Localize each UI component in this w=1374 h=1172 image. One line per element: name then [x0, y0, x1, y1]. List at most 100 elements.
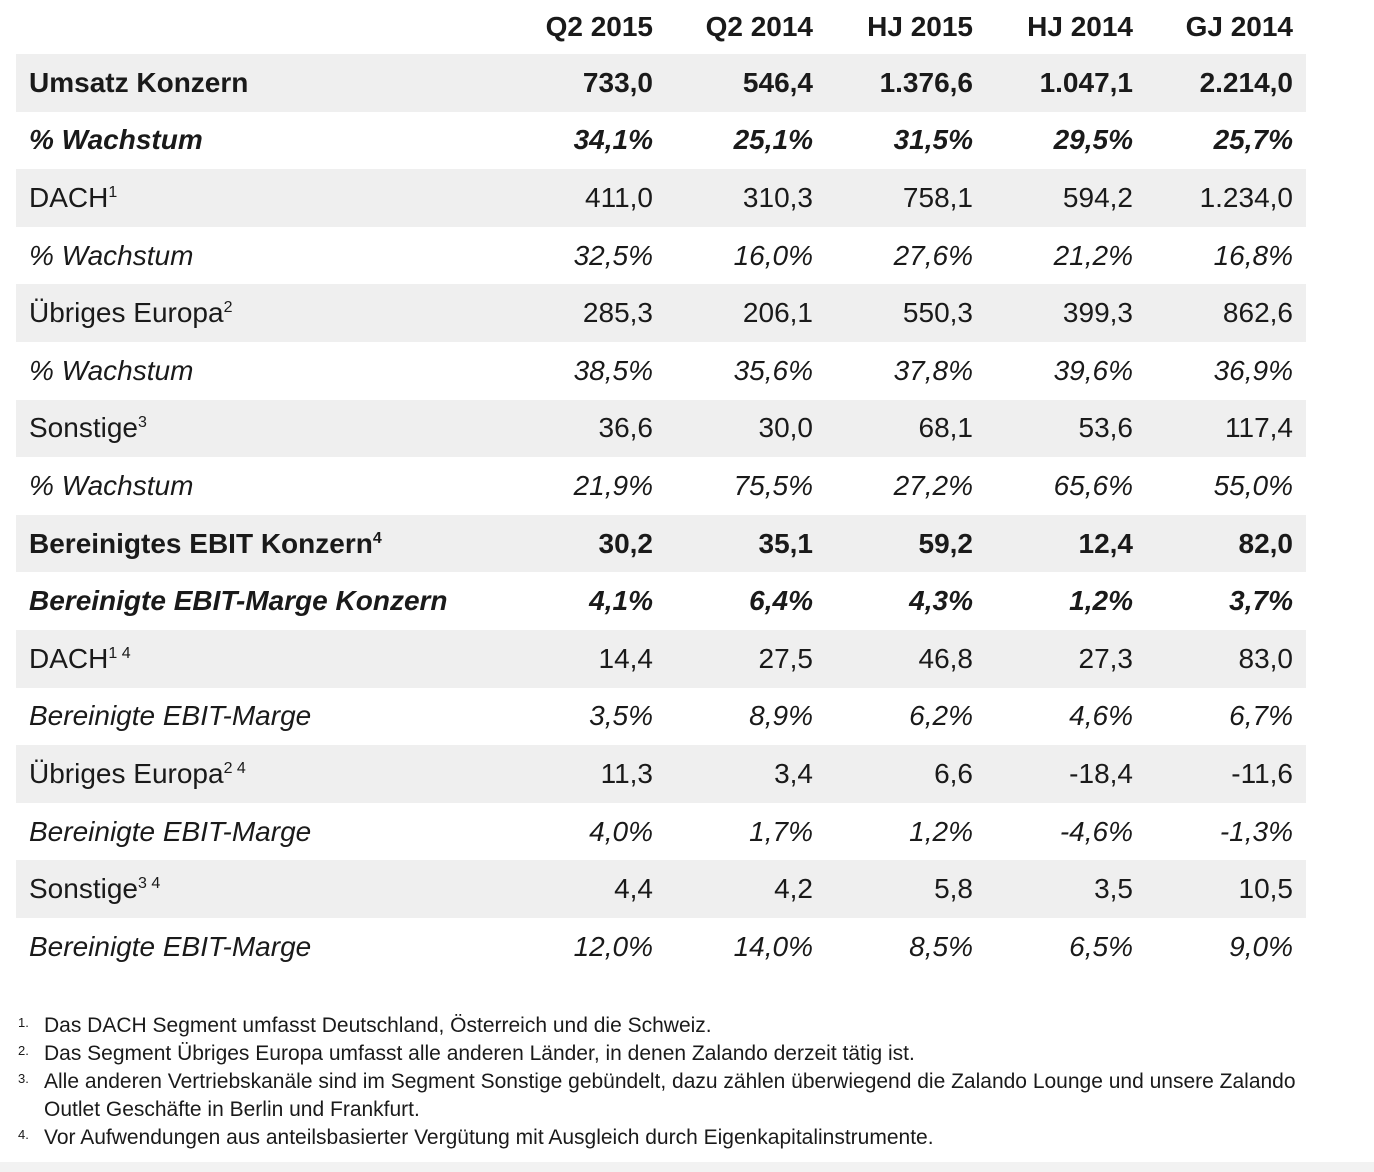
- value-cell: 1,7%: [666, 802, 826, 861]
- value-cell: 39,6%: [986, 341, 1146, 400]
- table-row: Sonstige3 4 4,4 4,2 5,8 3,5 10,5: [16, 860, 1306, 918]
- header-q2-2014: Q2 2014: [666, 0, 826, 54]
- row-label-cell: Bereinigte EBIT-Marge Konzern: [16, 572, 506, 630]
- value-cell: 27,3: [986, 629, 1146, 688]
- table-row: Bereinigtes EBIT Konzern4 30,2 35,1 59,2 12,…: [16, 514, 1306, 573]
- value-cell: 25,7%: [1146, 111, 1306, 170]
- header-hj-2014: HJ 2014: [986, 0, 1146, 54]
- value-cell: 3,5: [986, 860, 1146, 918]
- row-label: Bereinigte EBIT-Marge: [29, 700, 312, 732]
- row-label: Übriges Europa: [29, 297, 224, 329]
- value-cell: 46,8: [826, 629, 986, 688]
- footnote-text: Das DACH Segment umfasst Deutschland, Ös…: [44, 1014, 712, 1037]
- value-cell: 27,2%: [826, 457, 986, 515]
- header-q2-2015: Q2 2015: [506, 0, 666, 54]
- value-cell: 29,5%: [986, 111, 1146, 170]
- value-cell: 285,3: [506, 284, 666, 342]
- row-label: % Wachstum: [29, 239, 194, 271]
- value-cell: 34,1%: [506, 111, 666, 170]
- value-cell: 4,6%: [986, 687, 1146, 746]
- value-cell: 14,0%: [666, 917, 826, 976]
- row-label-cell: Umsatz Konzern: [16, 54, 506, 112]
- value-cell: 11,3: [506, 745, 666, 803]
- row-label: % Wachstum: [29, 469, 194, 501]
- value-cell: 16,0%: [666, 226, 826, 285]
- table-row: % Wachstum 34,1% 25,1% 31,5% 29,5% 25,7%: [16, 111, 1306, 170]
- value-cell: 21,9%: [506, 457, 666, 515]
- table-row: Bereinigte EBIT-Marge 12,0% 14,0% 8,5% 6,5% 9…: [16, 917, 1306, 976]
- value-cell: 68,1: [826, 399, 986, 458]
- value-cell: 3,7%: [1146, 572, 1306, 630]
- row-label: Übriges Europa: [29, 757, 224, 789]
- value-cell: 31,5%: [826, 111, 986, 170]
- row-label: Bereinigte EBIT-Marge: [29, 930, 312, 962]
- value-cell: 32,5%: [506, 226, 666, 285]
- footnote-text: Alle anderen Vertriebskanäle sind im Seg…: [44, 1070, 1296, 1121]
- footnote-item: 3. Alle anderen Vertriebskanäle sind im S…: [18, 1068, 1318, 1124]
- value-cell: 6,2%: [826, 687, 986, 746]
- row-label-cell: Sonstige3: [16, 399, 506, 458]
- value-cell: 6,6: [826, 745, 986, 803]
- value-cell: 27,5: [666, 629, 826, 688]
- footnote-text: Das Segment Übriges Europa umfasst alle …: [44, 1042, 915, 1065]
- value-cell: 546,4: [666, 54, 826, 112]
- footnote-mark: 1.: [18, 1015, 29, 1030]
- value-cell: 4,3%: [826, 572, 986, 630]
- value-cell: 30,0: [666, 399, 826, 458]
- row-label-cell: DACH1 4: [16, 629, 506, 688]
- bottom-divider: [0, 1162, 1374, 1172]
- value-cell: 3,5%: [506, 687, 666, 746]
- row-label: DACH: [29, 642, 109, 674]
- row-label-cell: Bereinigte EBIT-Marge: [16, 917, 506, 976]
- table-row: DACH1 4 14,4 27,5 46,8 27,3 83,0: [16, 629, 1306, 688]
- header-hj-2015: HJ 2015: [826, 0, 986, 54]
- table-row: Bereinigte EBIT-Marge 3,5% 8,9% 6,2% 4,6% 6,7…: [16, 687, 1306, 746]
- value-cell: 4,2: [666, 860, 826, 918]
- value-cell: 36,6: [506, 399, 666, 458]
- row-label-cell: % Wachstum: [16, 457, 506, 515]
- financial-table: Q2 2015 Q2 2014 HJ 2015 HJ 2014 GJ 2014 …: [16, 0, 1306, 976]
- value-cell: 30,2: [506, 514, 666, 573]
- row-label: % Wachstum: [29, 124, 203, 156]
- table-body: Umsatz Konzern 733,0 546,4 1.376,6 1.047,1 2.…: [16, 54, 1306, 976]
- row-label: Sonstige: [29, 873, 138, 905]
- value-cell: 27,6%: [826, 226, 986, 285]
- footnote-reference: 1 4: [108, 644, 131, 662]
- table-row: % Wachstum 21,9% 75,5% 27,2% 65,6% 55,0%: [16, 457, 1306, 515]
- value-cell: 9,0%: [1146, 917, 1306, 976]
- row-label: Bereinigte EBIT-Marge Konzern: [29, 585, 448, 617]
- value-cell: 35,1: [666, 514, 826, 573]
- footnotes: 1. Das DACH Segment umfasst Deutschland, …: [18, 1012, 1318, 1152]
- value-cell: 1,2%: [986, 572, 1146, 630]
- row-label: Sonstige: [29, 412, 138, 444]
- row-label-cell: % Wachstum: [16, 111, 506, 170]
- row-label-cell: Bereinigtes EBIT Konzern4: [16, 514, 506, 573]
- value-cell: 8,9%: [666, 687, 826, 746]
- value-cell: 65,6%: [986, 457, 1146, 515]
- value-cell: 310,3: [666, 169, 826, 227]
- value-cell: -11,6: [1146, 745, 1306, 803]
- value-cell: 12,4: [986, 514, 1146, 573]
- row-label: Umsatz Konzern: [29, 66, 249, 98]
- footnote-item: 4. Vor Aufwendungen aus anteilsbasierter …: [18, 1124, 1318, 1152]
- value-cell: 4,0%: [506, 802, 666, 861]
- value-cell: 4,4: [506, 860, 666, 918]
- footnote-mark: 2.: [18, 1043, 29, 1058]
- table-row: Sonstige3 36,6 30,0 68,1 53,6 117,4: [16, 399, 1306, 458]
- row-label: % Wachstum: [29, 354, 194, 386]
- value-cell: 733,0: [506, 54, 666, 112]
- value-cell: 12,0%: [506, 917, 666, 976]
- value-cell: 399,3: [986, 284, 1146, 342]
- value-cell: 6,7%: [1146, 687, 1306, 746]
- value-cell: 35,6%: [666, 341, 826, 400]
- value-cell: 37,8%: [826, 341, 986, 400]
- value-cell: 55,0%: [1146, 457, 1306, 515]
- footnote-mark: 3.: [18, 1071, 29, 1086]
- footnote-text: Vor Aufwendungen aus anteilsbasierter Ve…: [44, 1126, 934, 1149]
- row-label-cell: % Wachstum: [16, 226, 506, 285]
- value-cell: 594,2: [986, 169, 1146, 227]
- value-cell: -4,6%: [986, 802, 1146, 861]
- value-cell: 25,1%: [666, 111, 826, 170]
- table-row: % Wachstum 32,5% 16,0% 27,6% 21,2% 16,8%: [16, 226, 1306, 285]
- value-cell: 82,0: [1146, 514, 1306, 573]
